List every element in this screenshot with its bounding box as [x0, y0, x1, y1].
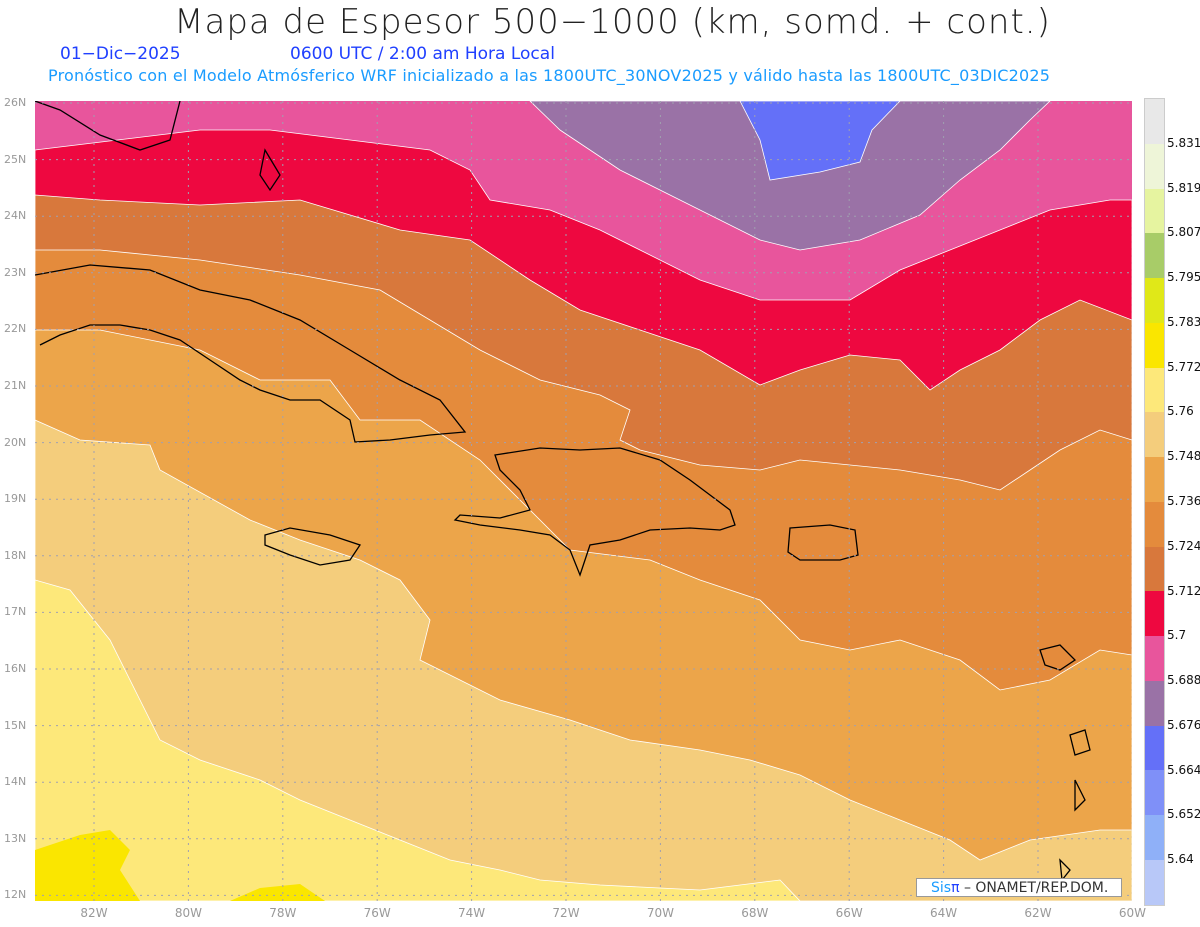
- lat-label: 23N: [4, 265, 27, 279]
- colorbar-segment: [1145, 99, 1164, 144]
- colorbar-segment: [1145, 770, 1164, 816]
- lon-label: 64W: [930, 906, 958, 920]
- thickness-map: [35, 101, 1132, 901]
- coast-hispaniola: [453, 447, 736, 577]
- colorbar-segment: [1145, 860, 1164, 905]
- colorbar-label: 5.783: [1167, 314, 1200, 329]
- coast-cuba: [35, 264, 467, 443]
- lat-label: 20N: [4, 435, 27, 449]
- colorbar-label: 5.676: [1167, 717, 1200, 732]
- lon-label: 78W: [269, 906, 297, 920]
- colorbar-label: 5.736: [1167, 494, 1200, 508]
- colorbar-segment: [1145, 457, 1164, 502]
- coast-jamaica: [264, 527, 362, 566]
- lon-label: 72W: [552, 906, 580, 920]
- colorbar-segment: [1145, 636, 1164, 681]
- forecast-date: 01−Dic−2025: [60, 44, 181, 64]
- graticule: [35, 101, 1132, 901]
- colorbar-label: 5.7: [1167, 628, 1187, 643]
- lon-label: 70W: [646, 906, 674, 920]
- lon-label: 76W: [363, 906, 391, 920]
- lat-label: 12N: [4, 888, 27, 902]
- colorbar-segment: [1145, 680, 1164, 726]
- sispi-logo-pi: π: [951, 880, 960, 896]
- colorbar-segment: [1145, 815, 1164, 861]
- lat-label: 14N: [4, 775, 27, 789]
- lon-label: 62W: [1024, 906, 1052, 920]
- lat-label: 21N: [4, 379, 27, 392]
- lat-label: 19N: [4, 492, 27, 506]
- map-title: Mapa de Espesor 500−1000 (km, somd. + co…: [174, 2, 1051, 42]
- lon-label: 80W: [174, 906, 202, 920]
- colorbar-label: 5.64: [1167, 852, 1194, 867]
- band-5772-5783: [35, 830, 140, 901]
- lat-label: 26N: [4, 96, 27, 109]
- colorbar-label: 5.819: [1167, 180, 1200, 195]
- lat-label: 18N: [4, 548, 27, 562]
- colorbar-segment: [1145, 546, 1164, 592]
- colorbar-segment: [1145, 591, 1164, 637]
- lat-label: 15N: [4, 718, 27, 732]
- lon-label: 68W: [741, 906, 769, 920]
- lon-label: 82W: [80, 906, 108, 920]
- lon-label: 66W: [835, 906, 863, 920]
- colorbar-label: 5.664: [1167, 762, 1200, 777]
- band-5664-5676: [739, 101, 901, 181]
- forecast-time: 0600 UTC / 2:00 am Hora Local: [290, 44, 555, 64]
- colorbar-segment: [1145, 188, 1164, 234]
- colorbar-label: 5.795: [1167, 270, 1200, 285]
- band-5772-5783-b: [230, 884, 325, 901]
- lat-label: 25N: [4, 152, 27, 166]
- lat-label: 16N: [4, 662, 27, 675]
- lat-label: 22N: [4, 322, 27, 336]
- coastlines: [35, 101, 1091, 882]
- colorbar-segment: [1145, 233, 1164, 279]
- lat-label: 24N: [4, 209, 27, 223]
- credit-text: – ONAMET/REP.DOM.: [959, 880, 1109, 896]
- coast-lesser-antilles: [1039, 644, 1091, 882]
- coast-florida: [35, 101, 181, 151]
- colorbar-segment: [1145, 278, 1164, 323]
- band-5748-5760: [35, 419, 1132, 901]
- colorbar-label: 5.652: [1167, 807, 1200, 822]
- colorbar-segment: [1145, 367, 1164, 413]
- colorbar-label: 5.712: [1167, 583, 1200, 598]
- colorbar-label: 5.724: [1167, 538, 1200, 553]
- colorbar-label: 5.772: [1167, 359, 1200, 374]
- colorbar-label: 5.76: [1167, 404, 1194, 419]
- colorbar-segment: [1145, 725, 1164, 771]
- coast-andros: [259, 148, 281, 192]
- forecast-subtitle: Pronóstico con el Modelo Atmósferico WRF…: [48, 66, 1051, 85]
- colorbar: [1144, 98, 1165, 906]
- lat-label: 17N: [4, 605, 27, 619]
- colorbar-segment: [1145, 322, 1164, 368]
- colorbar-label: 5.688: [1167, 673, 1200, 688]
- lat-label: 13N: [4, 831, 27, 845]
- colorbar-label: 5.831: [1167, 135, 1200, 150]
- colorbar-segment: [1145, 501, 1164, 547]
- lon-label: 74W: [458, 906, 486, 920]
- colorbar-label: 5.807: [1167, 225, 1200, 240]
- colorbar-label: 5.748: [1167, 449, 1200, 464]
- sispi-logo-sis: Sis: [931, 880, 952, 896]
- lon-label: 60W: [1118, 906, 1146, 920]
- credit-box: Sisπ – ONAMET/REP.DOM.: [916, 878, 1122, 897]
- band-5760-5772: [35, 579, 801, 901]
- colorbar-segment: [1145, 412, 1164, 458]
- colorbar-segment: [1145, 143, 1164, 189]
